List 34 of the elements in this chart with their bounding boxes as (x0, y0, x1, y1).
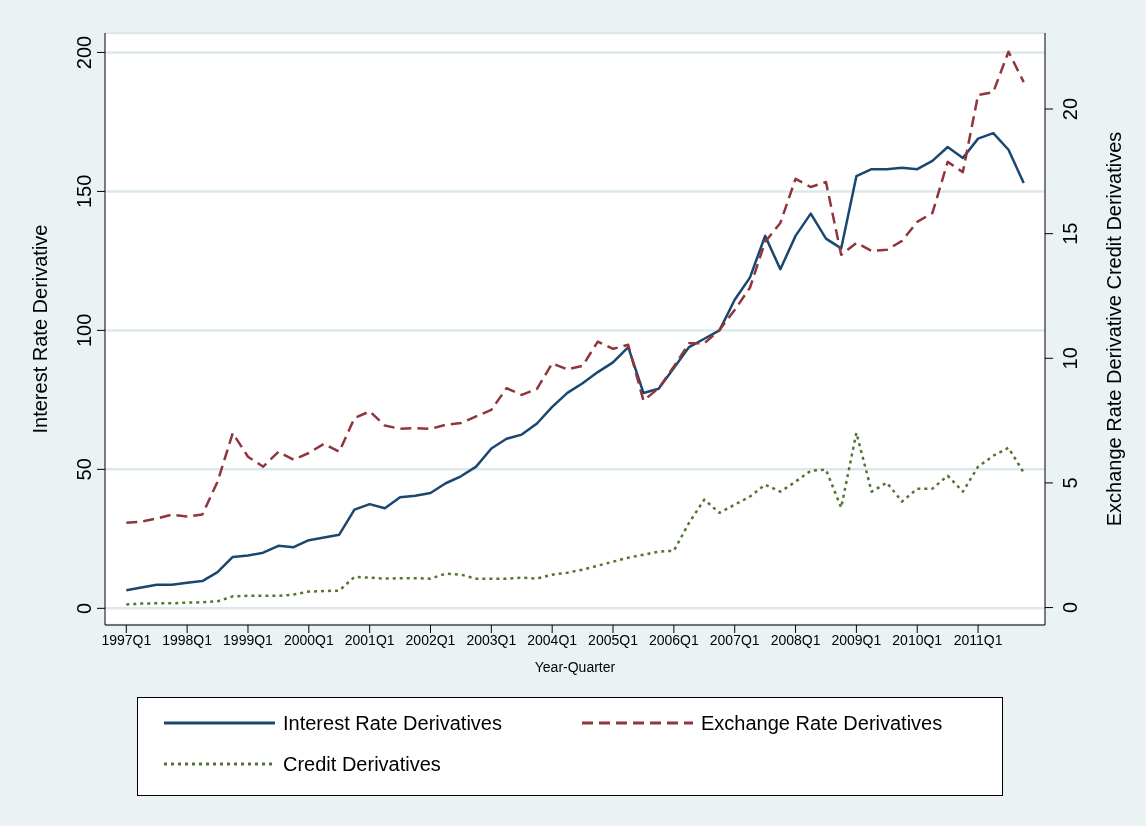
x-axis-title: Year-Quarter (534, 659, 616, 675)
y-axis-title: Interest Rate Derivative (29, 224, 52, 434)
x-tick-label: 2002Q1 (405, 631, 456, 648)
x-tick-label: 2004Q1 (527, 631, 578, 648)
x-tick-label: 1998Q1 (162, 631, 213, 648)
y2-tick-label: 10 (1059, 347, 1081, 370)
x-tick-label: 2007Q1 (709, 631, 760, 648)
x-tick-label: 2003Q1 (466, 631, 517, 648)
line-series (125, 50, 1025, 525)
x-tick-label: 2008Q1 (770, 631, 821, 648)
line-series (125, 131, 1025, 592)
legend-label: Credit Derivatives (283, 753, 441, 775)
x-tick-label: 2005Q1 (588, 631, 639, 648)
x-tick-label: 1999Q1 (223, 631, 274, 648)
y-tick-label: 50 (73, 458, 95, 481)
x-tick-label: 2010Q1 (892, 631, 943, 648)
legend-label: Interest Rate Derivatives (283, 712, 502, 734)
x-tick-label: 1997Q1 (101, 631, 152, 648)
x-tick-label: 2001Q1 (344, 631, 395, 648)
x-tick-label: 2000Q1 (283, 631, 334, 648)
line-series (125, 431, 1025, 606)
y-tick-label: 0 (73, 602, 95, 614)
y-tick-label: 200 (73, 35, 95, 70)
x-tick-label: 2006Q1 (648, 631, 699, 648)
x-tick-label: 2011Q1 (953, 631, 1003, 648)
y-tick-label: 100 (73, 313, 95, 348)
y2-tick-label: 15 (1059, 222, 1081, 245)
legend-label: Exchange Rate Derivatives (701, 712, 943, 734)
y-tick-label: 150 (73, 174, 95, 209)
y2-tick-label: 0 (1059, 601, 1081, 614)
y2-tick-label: 20 (1059, 97, 1081, 121)
x-tick-label: 2009Q1 (831, 631, 882, 648)
y2-tick-label: 5 (1059, 477, 1081, 489)
y2-axis-title: Exchange Rate Derivative Credit Derivatives (1103, 131, 1126, 527)
